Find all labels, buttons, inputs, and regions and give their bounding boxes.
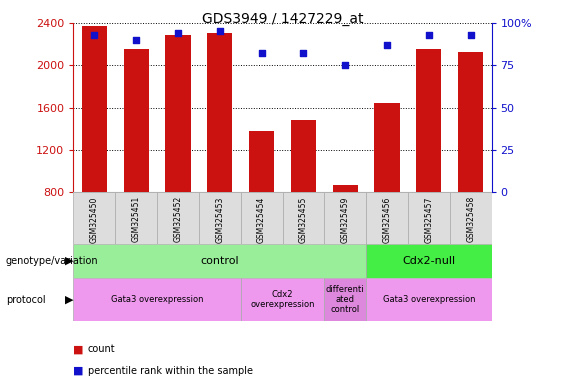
Bar [416, 50, 441, 276]
Point [90, 32, 99, 38]
Bar [375, 103, 399, 276]
Bar [207, 33, 232, 276]
Text: control: control [201, 256, 239, 266]
Point [299, 50, 308, 56]
Point [424, 32, 433, 38]
Bar [166, 35, 190, 276]
Text: ■: ■ [73, 366, 84, 376]
Bar [333, 185, 358, 276]
Text: genotype/variation: genotype/variation [6, 256, 98, 266]
FancyBboxPatch shape [366, 192, 408, 244]
Point [341, 62, 350, 68]
Text: GSM325458: GSM325458 [466, 196, 475, 242]
Text: GSM325454: GSM325454 [257, 196, 266, 243]
Bar [249, 131, 274, 276]
Text: Gata3 overexpression: Gata3 overexpression [111, 295, 203, 304]
FancyBboxPatch shape [366, 244, 492, 278]
FancyBboxPatch shape [366, 278, 492, 321]
Point [466, 32, 475, 38]
Text: GSM325457: GSM325457 [424, 196, 433, 243]
Bar [82, 26, 107, 276]
FancyBboxPatch shape [282, 192, 324, 244]
Point [132, 37, 141, 43]
Point [173, 30, 182, 36]
Text: GSM325456: GSM325456 [383, 196, 392, 243]
Text: GSM325450: GSM325450 [90, 196, 99, 243]
Text: protocol: protocol [6, 295, 45, 305]
FancyBboxPatch shape [408, 192, 450, 244]
FancyBboxPatch shape [450, 192, 492, 244]
Text: GSM325452: GSM325452 [173, 196, 182, 242]
Text: percentile rank within the sample: percentile rank within the sample [88, 366, 253, 376]
Point [215, 28, 224, 35]
Text: differenti
ated
control: differenti ated control [326, 285, 364, 314]
Bar [458, 51, 483, 276]
Text: count: count [88, 344, 115, 354]
FancyBboxPatch shape [324, 278, 366, 321]
Text: Cdx2-null: Cdx2-null [402, 256, 455, 266]
FancyBboxPatch shape [73, 244, 366, 278]
Bar [291, 120, 316, 276]
Text: ▶: ▶ [65, 256, 73, 266]
FancyBboxPatch shape [157, 192, 199, 244]
Text: GSM325459: GSM325459 [341, 196, 350, 243]
Text: GSM325451: GSM325451 [132, 196, 141, 242]
Text: GSM325455: GSM325455 [299, 196, 308, 243]
Text: GDS3949 / 1427229_at: GDS3949 / 1427229_at [202, 12, 363, 25]
FancyBboxPatch shape [324, 192, 366, 244]
Point [383, 42, 392, 48]
Text: GSM325453: GSM325453 [215, 196, 224, 243]
Text: Cdx2
overexpression: Cdx2 overexpression [250, 290, 315, 309]
FancyBboxPatch shape [199, 192, 241, 244]
FancyBboxPatch shape [241, 278, 324, 321]
Point [257, 50, 266, 56]
FancyBboxPatch shape [241, 192, 282, 244]
FancyBboxPatch shape [73, 278, 241, 321]
Bar [124, 50, 149, 276]
Text: ■: ■ [73, 344, 84, 354]
FancyBboxPatch shape [115, 192, 157, 244]
FancyBboxPatch shape [73, 192, 115, 244]
Text: ▶: ▶ [65, 295, 73, 305]
Text: Gata3 overexpression: Gata3 overexpression [383, 295, 475, 304]
